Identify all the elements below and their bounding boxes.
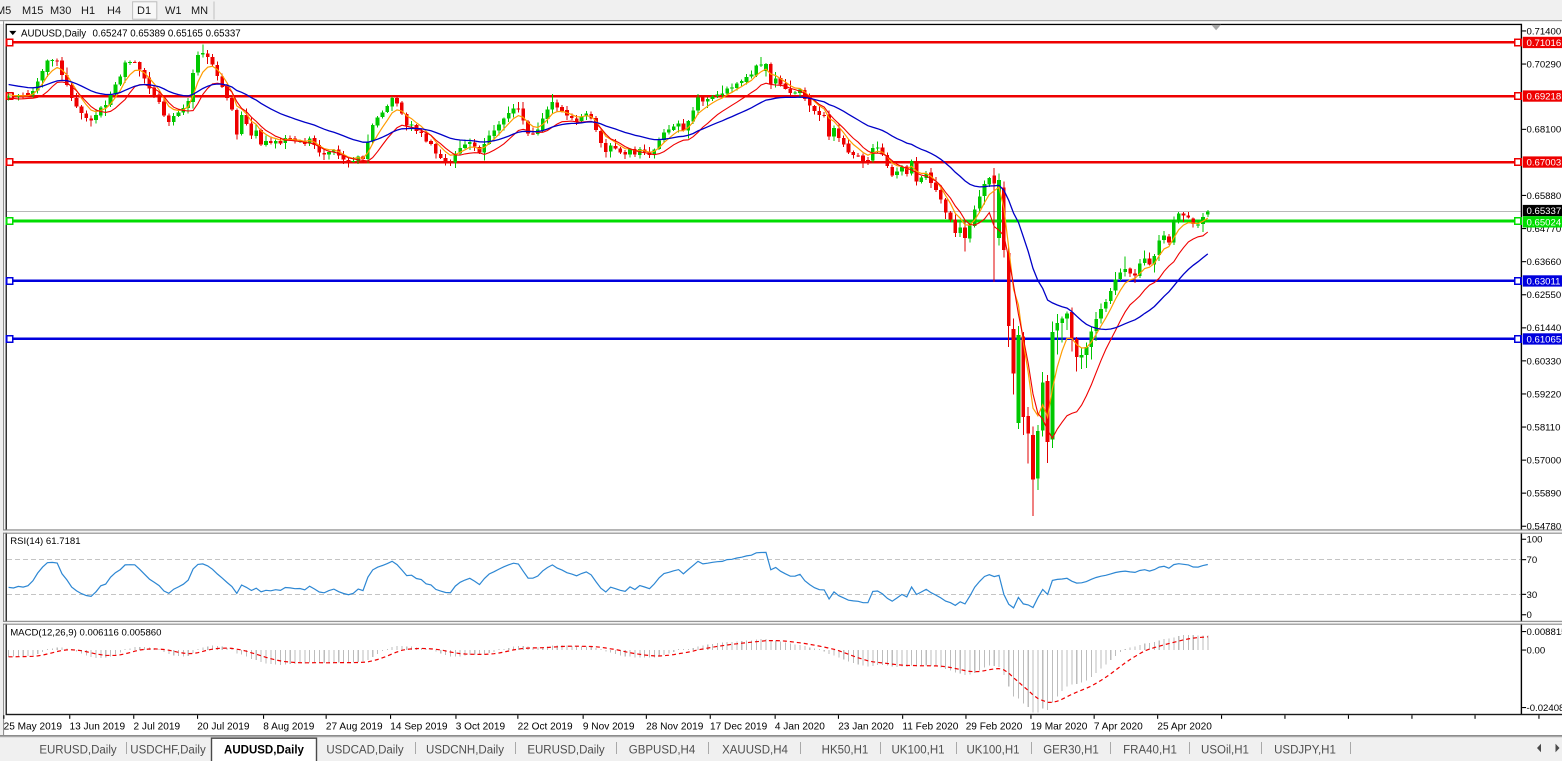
svg-text:M5: M5 <box>0 5 11 17</box>
svg-text:GER30,H1: GER30,H1 <box>1043 745 1099 757</box>
svg-text:UK100,H1: UK100,H1 <box>966 745 1019 757</box>
svg-text:0.54780: 0.54780 <box>1527 522 1562 533</box>
svg-text:13 Jun 2019: 13 Jun 2019 <box>70 722 126 733</box>
svg-text:FRA40,H1: FRA40,H1 <box>1123 745 1177 757</box>
svg-text:H1: H1 <box>81 5 95 17</box>
svg-text:0.65024: 0.65024 <box>1527 217 1562 228</box>
svg-text:USDCAD,Daily: USDCAD,Daily <box>326 745 404 757</box>
svg-text:8 Aug 2019: 8 Aug 2019 <box>263 722 314 733</box>
svg-text:XAUUSD,H4: XAUUSD,H4 <box>722 745 788 757</box>
svg-text:0.59220: 0.59220 <box>1527 389 1562 400</box>
svg-text:W1: W1 <box>165 5 182 17</box>
svg-text:AUDUSD,Daily: AUDUSD,Daily <box>224 745 304 757</box>
svg-text:3 Oct 2019: 3 Oct 2019 <box>456 722 506 733</box>
svg-text:29 Feb 2020: 29 Feb 2020 <box>966 722 1023 733</box>
svg-text:H4: H4 <box>107 5 121 17</box>
svg-text:0.62550: 0.62550 <box>1527 290 1562 301</box>
svg-text:25 Apr 2020: 25 Apr 2020 <box>1157 722 1212 733</box>
svg-text:0: 0 <box>1527 610 1532 621</box>
svg-text:0.57000: 0.57000 <box>1527 456 1562 467</box>
svg-text:0.65247 0.65389 0.65165 0.6533: 0.65247 0.65389 0.65165 0.65337 <box>93 28 241 39</box>
svg-text:70: 70 <box>1527 555 1538 566</box>
svg-text:0.58110: 0.58110 <box>1527 422 1561 433</box>
svg-text:M15: M15 <box>22 5 43 17</box>
svg-text:14 Sep 2019: 14 Sep 2019 <box>390 722 448 733</box>
svg-text:27 Aug 2019: 27 Aug 2019 <box>326 722 383 733</box>
svg-text:28 Nov 2019: 28 Nov 2019 <box>646 722 704 733</box>
svg-text:30: 30 <box>1527 590 1538 601</box>
svg-text:0.63660: 0.63660 <box>1527 257 1562 268</box>
svg-text:D1: D1 <box>137 5 151 17</box>
svg-text:2 Jul 2019: 2 Jul 2019 <box>134 722 181 733</box>
svg-text:0.65337: 0.65337 <box>1527 206 1562 217</box>
svg-text:100: 100 <box>1527 535 1543 546</box>
svg-text:0.61065: 0.61065 <box>1527 334 1562 345</box>
svg-text:USDJPY,H1: USDJPY,H1 <box>1274 745 1336 757</box>
svg-text:0.67003: 0.67003 <box>1527 157 1562 168</box>
svg-text:USDCHF,Daily: USDCHF,Daily <box>130 745 206 757</box>
svg-text:4 Jan 2020: 4 Jan 2020 <box>775 722 825 733</box>
svg-text:11 Feb 2020: 11 Feb 2020 <box>902 722 958 733</box>
svg-text:HK50,H1: HK50,H1 <box>822 745 869 757</box>
svg-text:0.68100: 0.68100 <box>1527 125 1562 136</box>
svg-text:USDCNH,Daily: USDCNH,Daily <box>426 745 504 757</box>
svg-text:7 Apr 2020: 7 Apr 2020 <box>1094 722 1143 733</box>
svg-text:0.61440: 0.61440 <box>1527 323 1562 334</box>
svg-text:0.65880: 0.65880 <box>1527 191 1562 202</box>
svg-text:AUDUSD,Daily: AUDUSD,Daily <box>21 28 86 39</box>
svg-text:0.55890: 0.55890 <box>1527 489 1562 500</box>
svg-text:0.60330: 0.60330 <box>1527 356 1562 367</box>
svg-text:UK100,H1: UK100,H1 <box>891 745 944 757</box>
svg-text:0.64770: 0.64770 <box>1527 224 1562 235</box>
svg-text:GBPUSD,H4: GBPUSD,H4 <box>629 745 696 757</box>
svg-text:20 Jul 2019: 20 Jul 2019 <box>197 722 250 733</box>
svg-text:0.00: 0.00 <box>1527 645 1546 656</box>
svg-text:MACD(12,26,9) 0.006116 0.00586: MACD(12,26,9) 0.006116 0.005860 <box>10 628 161 639</box>
svg-text:23 Jan 2020: 23 Jan 2020 <box>838 722 894 733</box>
svg-text:-0.02408: -0.02408 <box>1527 703 1562 714</box>
svg-text:0.70290: 0.70290 <box>1527 60 1562 71</box>
svg-text:M30: M30 <box>50 5 71 17</box>
svg-text:0.008815: 0.008815 <box>1527 627 1562 638</box>
svg-text:17 Dec 2019: 17 Dec 2019 <box>710 722 768 733</box>
svg-text:USOil,H1: USOil,H1 <box>1201 745 1249 757</box>
svg-text:MN: MN <box>191 5 208 17</box>
svg-text:25 May 2019: 25 May 2019 <box>4 722 63 733</box>
svg-text:22 Oct 2019: 22 Oct 2019 <box>518 722 573 733</box>
svg-text:0.63011: 0.63011 <box>1527 276 1561 287</box>
svg-text:RSI(14) 61.7181: RSI(14) 61.7181 <box>10 536 80 547</box>
svg-text:EURUSD,Daily: EURUSD,Daily <box>527 745 605 757</box>
svg-text:0.71016: 0.71016 <box>1527 38 1562 49</box>
svg-text:0.69218: 0.69218 <box>1527 91 1562 102</box>
svg-text:0.71400: 0.71400 <box>1527 26 1562 37</box>
svg-text:19 Mar 2020: 19 Mar 2020 <box>1031 722 1088 733</box>
svg-text:9 Nov 2019: 9 Nov 2019 <box>583 722 635 733</box>
svg-text:EURUSD,Daily: EURUSD,Daily <box>39 745 117 757</box>
